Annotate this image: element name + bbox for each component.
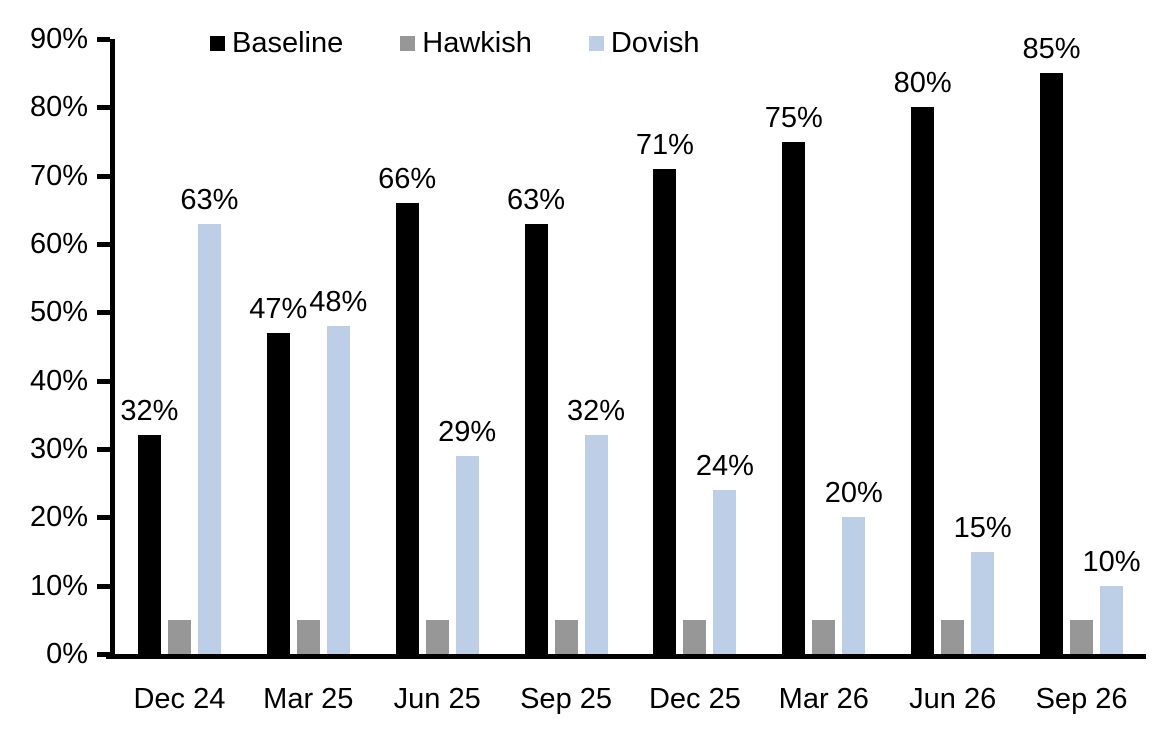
dovish-bar xyxy=(971,551,995,654)
legend-marker-icon xyxy=(400,36,416,51)
hawkish-bar xyxy=(941,619,965,654)
baseline-bar xyxy=(911,107,935,654)
dovish-data-label: 29% xyxy=(438,415,497,448)
y-axis-tick-mark xyxy=(97,652,110,657)
dovish-data-label: 48% xyxy=(309,286,368,318)
y-axis-tick-label: 0% xyxy=(46,638,88,670)
y-axis-tick-label: 70% xyxy=(29,159,88,192)
hawkish-bar xyxy=(296,619,320,654)
dovish-bar xyxy=(455,455,479,654)
y-axis-tick-label: 80% xyxy=(29,91,88,124)
baseline-bar xyxy=(653,168,677,654)
hawkish-bar xyxy=(554,619,578,654)
y-axis-tick-mark xyxy=(97,583,110,589)
x-axis-category-label: Dec 25 xyxy=(648,683,741,715)
y-axis-tick-mark xyxy=(97,447,110,452)
y-axis-tick-mark xyxy=(97,378,110,384)
dovish-bar xyxy=(713,490,737,654)
baseline-bar xyxy=(524,223,548,654)
y-axis-tick-label: 90% xyxy=(29,23,88,55)
hawkish-bar xyxy=(425,619,449,654)
dovish-bar xyxy=(584,435,608,654)
dovish-bar xyxy=(1100,585,1124,654)
x-axis-category-label: Sep 25 xyxy=(520,683,613,715)
baseline-data-label: 71% xyxy=(635,128,694,161)
hawkish-bar xyxy=(683,619,707,654)
legend-entry-baseline: Baseline xyxy=(210,28,343,59)
hawkish-bar xyxy=(167,619,191,654)
baseline-bar xyxy=(395,203,419,654)
dovish-bar xyxy=(326,326,350,654)
y-axis-tick-label: 20% xyxy=(29,501,88,534)
y-axis-tick-mark xyxy=(97,105,110,111)
baseline-data-label: 32% xyxy=(120,395,179,428)
baseline-data-label: 85% xyxy=(1022,33,1081,66)
x-axis-line xyxy=(106,654,1146,659)
dovish-bar xyxy=(842,517,866,654)
baseline-bar xyxy=(782,141,806,654)
y-axis-tick-mark xyxy=(97,515,110,521)
dovish-data-label: 15% xyxy=(953,511,1012,544)
legend-label: Hawkish xyxy=(422,27,532,59)
baseline-bar xyxy=(266,332,290,654)
y-axis-tick-mark xyxy=(97,37,110,42)
x-axis-category-label: Jun 25 xyxy=(393,683,481,715)
x-axis-category-label: Mar 25 xyxy=(263,683,354,715)
dovish-data-label: 32% xyxy=(567,395,626,428)
dovish-data-label: 63% xyxy=(180,183,239,216)
baseline-data-label: 63% xyxy=(507,183,566,216)
y-axis-tick-mark xyxy=(97,242,110,247)
y-axis-tick-label: 40% xyxy=(29,364,88,397)
legend-label: Baseline xyxy=(232,27,344,59)
legend-entry-dovish: Dovish xyxy=(588,27,700,59)
dovish-data-label: 10% xyxy=(1082,545,1141,578)
baseline-data-label: 80% xyxy=(893,67,952,100)
baseline-bar xyxy=(137,435,161,654)
legend-entry-hawkish: Hawkish xyxy=(400,28,532,59)
legend-label: Dovish xyxy=(610,27,700,59)
y-axis-tick-mark xyxy=(97,310,110,316)
baseline-bar xyxy=(1040,73,1064,654)
dovish-data-label: 20% xyxy=(824,477,883,510)
dovish-bar xyxy=(197,223,221,654)
y-axis-tick-label: 50% xyxy=(29,296,88,329)
x-axis-category-label: Mar 26 xyxy=(778,683,869,715)
y-axis-tick-mark xyxy=(97,173,110,179)
x-axis-category-label: Sep 26 xyxy=(1035,683,1128,715)
baseline-data-label: 66% xyxy=(378,163,437,195)
x-axis-category-label: Dec 24 xyxy=(133,683,226,715)
legend-marker-icon xyxy=(588,36,604,51)
y-axis-tick-label: 10% xyxy=(29,569,88,602)
baseline-data-label: 47% xyxy=(249,292,308,325)
y-axis-line xyxy=(110,39,115,659)
chart-legend: Baseline Hawkish Dovish xyxy=(210,28,700,59)
legend-marker-icon xyxy=(210,36,225,51)
hawkish-bar xyxy=(812,619,836,654)
dovish-data-label: 24% xyxy=(695,450,754,482)
x-axis-category-label: Jun 26 xyxy=(909,683,997,715)
hawkish-bar xyxy=(1070,619,1094,654)
y-axis-tick-label: 60% xyxy=(29,228,88,260)
baseline-data-label: 75% xyxy=(764,101,823,134)
y-axis-tick-label: 30% xyxy=(29,433,88,465)
